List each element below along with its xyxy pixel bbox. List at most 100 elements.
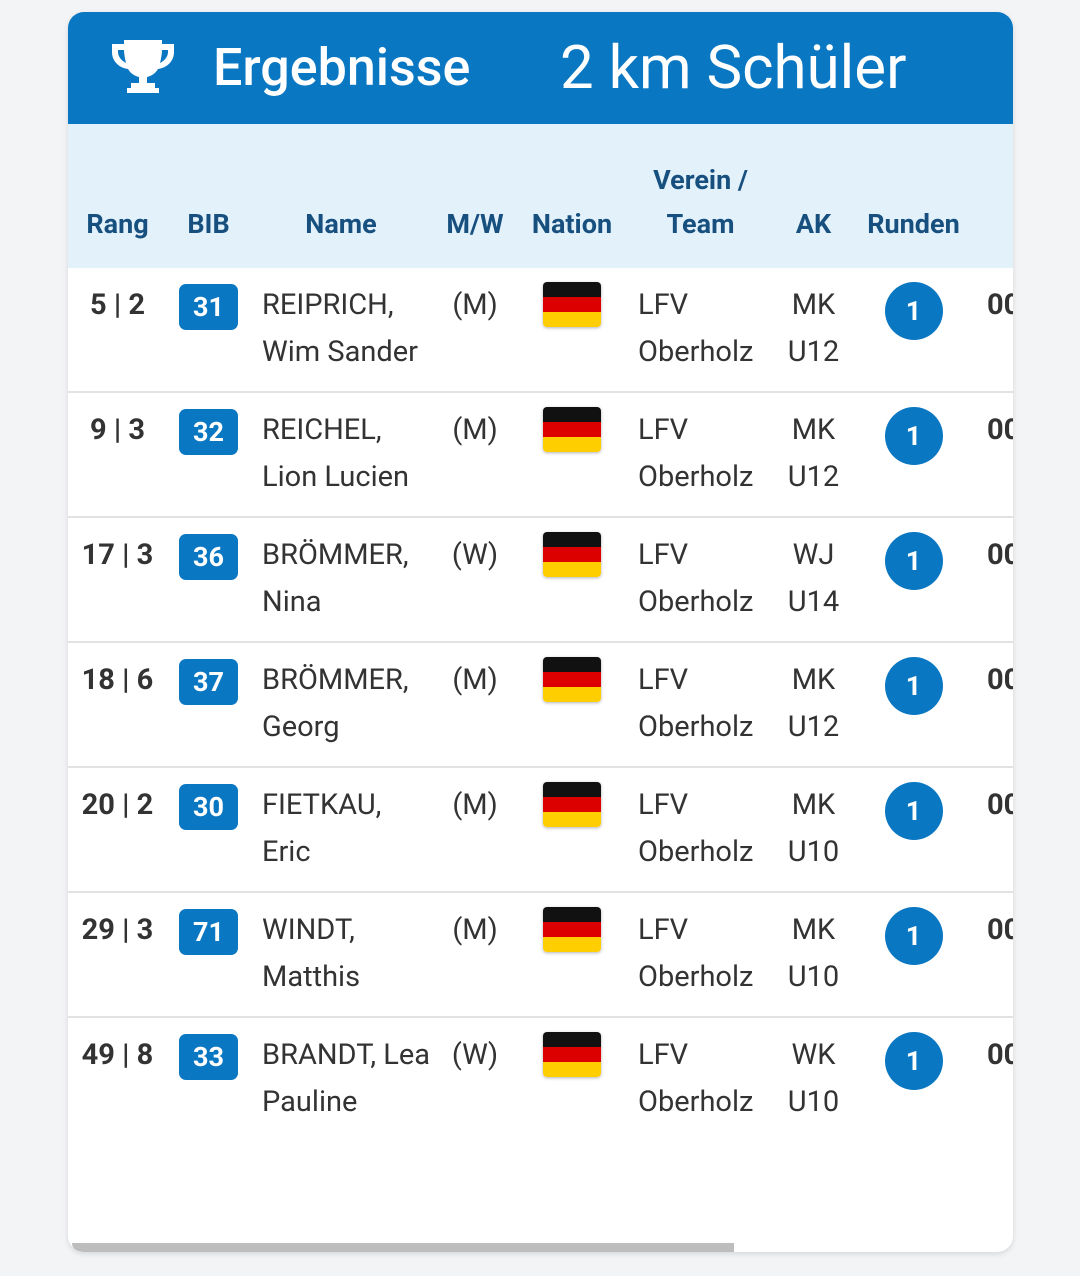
age-class: MK U10 (775, 891, 852, 1017)
column-header[interactable]: M/W (432, 124, 518, 268)
name: FIETKAU, Eric (250, 766, 432, 892)
laps: 1 (884, 1032, 943, 1090)
rank: 29 | 3 (68, 891, 167, 1017)
laps-cell: 1 (852, 391, 975, 517)
gender: (M) (452, 288, 498, 322)
rank: 5 | 2 (90, 288, 145, 322)
column-header[interactable]: Nation (518, 124, 626, 268)
bib-cell: 32 (167, 391, 250, 517)
column-header[interactable]: Runden (852, 124, 975, 268)
club: LFV Oberholz (626, 516, 775, 642)
nation (518, 268, 626, 392)
age-class: MK U10 (775, 766, 852, 892)
bib: 31 (179, 284, 238, 330)
column-header (975, 124, 1013, 268)
scrollbar[interactable] (72, 1243, 734, 1252)
rank: 9 | 3 (68, 391, 167, 517)
bib-cell: 71 (167, 891, 250, 1017)
bib: 71 (179, 909, 238, 955)
rank: 18 | 6 (68, 641, 167, 767)
nation (518, 641, 626, 767)
result-row[interactable]: 49 | 8 33 BRANDT, Lea Pauline (W) LFV Oberho… (68, 1016, 1013, 1141)
gender: (M) (432, 891, 518, 1017)
results-card: Ergebnisse 2 km Schüler Rang BIB Name M/W Na… (68, 12, 1013, 1252)
flag (543, 282, 601, 327)
time: 00 (975, 891, 1013, 1017)
rank: 49 | 8 (68, 1016, 167, 1141)
title: Ergebnisse (213, 37, 471, 98)
column-header[interactable]: BIB (167, 124, 250, 268)
column-header[interactable]: AK (775, 124, 852, 268)
name: REICHEL, Lion Lucien (250, 391, 432, 517)
laps: 1 (884, 782, 943, 840)
gender: (M) (432, 391, 518, 517)
laps-cell: 1 (852, 766, 975, 892)
flag (543, 1032, 601, 1077)
age-class: WJ U14 (775, 516, 852, 642)
laps-cell: 1 (852, 268, 975, 392)
time: 00 (975, 391, 1013, 517)
column-header[interactable]: Name (250, 124, 432, 268)
time: 00 (975, 766, 1013, 892)
flag (543, 657, 601, 702)
club: LFV Oberholz (626, 641, 775, 767)
result-row[interactable]: 20 | 2 30 FIETKAU, Eric (M) LFV Oberholz MK U… (68, 766, 1013, 892)
club: LFV Oberholz (626, 891, 775, 1017)
laps-cell: 1 (852, 516, 975, 642)
flag (543, 782, 601, 827)
club: LFV Oberholz (626, 766, 775, 892)
laps: 1 (884, 532, 943, 590)
name: REIPRICH, Wim Sander (262, 288, 418, 369)
subtitle: 2 km Schüler (560, 32, 907, 103)
age-class: MK U12 (787, 288, 840, 369)
age-class: WK U10 (775, 1016, 852, 1141)
gender: (M) (432, 766, 518, 892)
nation (518, 391, 626, 517)
bib-cell: 33 (167, 1016, 250, 1141)
header: Ergebnisse 2 km Schüler (68, 12, 1013, 124)
nation (518, 766, 626, 892)
laps: 1 (884, 907, 943, 965)
bib-cell: 30 (167, 766, 250, 892)
result-row[interactable]: 29 | 3 71 WINDT, Matthis (M) LFV Oberholz MK … (68, 891, 1013, 1017)
results-table: Rang BIB Name M/W Nation Verein / Team AK Runde… (68, 124, 1013, 1141)
column-header[interactable]: Verein / Team (626, 124, 775, 268)
flag (543, 907, 601, 952)
club: LFV Oberholz (638, 288, 754, 369)
time: 00 (975, 641, 1013, 767)
laps-cell: 1 (852, 641, 975, 767)
nation (518, 516, 626, 642)
result-row[interactable]: 17 | 3 36 BRÖMMER, Nina (W) LFV Oberholz WJ U… (68, 516, 1013, 642)
time: 00 (987, 288, 1013, 322)
bib-cell: 31 (167, 268, 250, 392)
rank: 17 | 3 (68, 516, 167, 642)
club: LFV Oberholz (626, 391, 775, 517)
column-header[interactable]: Rang (68, 124, 167, 268)
time: 00 (975, 1016, 1013, 1141)
flag (543, 407, 601, 452)
age-class: MK U12 (775, 641, 852, 767)
name: BRÖMMER, Georg (250, 641, 432, 767)
result-row[interactable]: 18 | 6 37 BRÖMMER, Georg (M) LFV Oberholz MK … (68, 641, 1013, 767)
result-row[interactable]: 9 | 3 32 REICHEL, Lion Lucien (M) LFV Oberho… (68, 391, 1013, 517)
gender: (W) (432, 1016, 518, 1141)
laps: 1 (884, 282, 943, 340)
bib-cell: 36 (167, 516, 250, 642)
age-class: MK U12 (775, 391, 852, 517)
club: LFV Oberholz (626, 1016, 775, 1141)
laps: 1 (884, 407, 943, 465)
gender: (W) (432, 516, 518, 642)
name: BRANDT, Lea Pauline (250, 1016, 432, 1141)
name: WINDT, Matthis (250, 891, 432, 1017)
name: BRÖMMER, Nina (250, 516, 432, 642)
result-row[interactable]: 5 | 2 31 REIPRICH, Wim Sander (M) LFV Oberho… (68, 268, 1013, 392)
bib: 37 (179, 659, 238, 705)
trophy-icon (112, 40, 174, 93)
bib: 33 (179, 1034, 238, 1080)
flag (543, 532, 601, 577)
bib: 36 (179, 534, 238, 580)
laps-cell: 1 (852, 1016, 975, 1141)
nation (518, 891, 626, 1017)
header-row: Rang BIB Name M/W Nation Verein / Team AK Runde… (68, 124, 1013, 268)
